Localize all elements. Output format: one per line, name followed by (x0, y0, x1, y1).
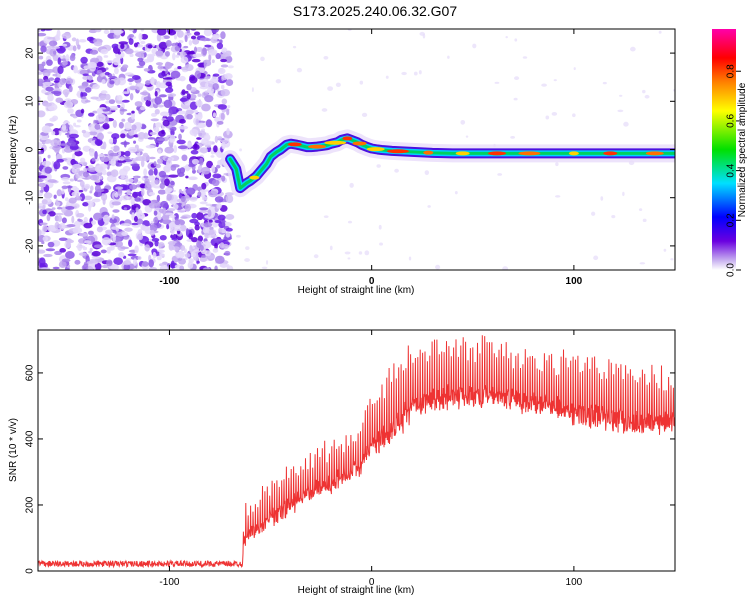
y-tick-label: 200 (25, 496, 36, 513)
ridge-peak (308, 144, 327, 149)
snr-y-label: SNR (10 * v/v) (8, 418, 19, 482)
colorbar-tick-label: 0.0 (726, 263, 737, 277)
x-tick-label: 100 (566, 577, 583, 588)
snr-x-label: Height of straight line (km) (298, 585, 415, 596)
x-tick-label: -100 (159, 276, 179, 287)
y-tick-label: -10 (25, 190, 36, 205)
x-tick-label: -100 (159, 577, 179, 588)
ridge-peak (645, 151, 664, 156)
ridge-peak (455, 151, 470, 156)
ridge-peak (518, 151, 541, 156)
ridge-peak (603, 151, 618, 156)
ridge-peak (287, 142, 302, 147)
ridge-inner (228, 136, 675, 190)
spectrogram-x-label: Height of straight line (km) (298, 285, 415, 296)
colorbar: 0.0 0.2 0.4 0.6 0.8 Normalized spectral ampl… (712, 29, 748, 277)
snr-series-line (38, 335, 675, 569)
colorbar-label: Normalized spectral amplitude (737, 82, 748, 217)
x-tick-label: 0 (369, 276, 375, 287)
colorbar-tick-label: 0.2 (726, 213, 737, 227)
noise-region (38, 29, 675, 270)
y-tick-label: 0 (25, 568, 36, 574)
y-tick-label: 600 (25, 364, 36, 381)
ridge-peak (488, 151, 507, 156)
spectrogram-y-ticks: -20 -10 0 10 20 (25, 47, 675, 253)
colorbar-ticks: 0.0 0.2 0.4 0.6 0.8 (726, 64, 741, 277)
snr-panel: 0 200 400 600 -100 0 100 Height of straight l… (8, 329, 676, 596)
x-tick-label: 0 (369, 577, 375, 588)
y-tick-label: 10 (25, 95, 36, 107)
x-tick-label: 100 (566, 276, 583, 287)
ridge-peak (366, 147, 385, 152)
snr-y-ticks: 0 200 400 600 (25, 364, 675, 574)
snr-frame (38, 330, 675, 571)
ridge-peak (249, 175, 260, 180)
figure-title: S173.2025.240.06.32.G07 (293, 3, 457, 19)
snr-x-ticks: -100 0 100 (159, 330, 583, 588)
colorbar-tick-label: 0.6 (726, 114, 737, 128)
y-tick-label: 20 (25, 47, 36, 59)
ridge-peak (568, 151, 579, 156)
colorbar-tick-label: 0.4 (726, 163, 737, 177)
ridge-peak (423, 150, 434, 155)
ridge-peak (342, 136, 353, 141)
colorbar-tick-label: 0.8 (726, 64, 737, 78)
ridge-peak (386, 149, 409, 154)
spectral-ridge (221, 129, 675, 198)
y-tick-label: -20 (25, 238, 36, 253)
spectrogram-x-ticks: -100 0 100 (159, 29, 583, 287)
y-tick-label: 400 (25, 430, 36, 447)
colorbar-gradient (712, 29, 736, 270)
ridge-peak (352, 141, 367, 146)
ridge-peak (324, 140, 347, 145)
spectrogram-y-label: Frequency (Hz) (8, 116, 19, 185)
y-tick-label: 0 (25, 146, 36, 152)
